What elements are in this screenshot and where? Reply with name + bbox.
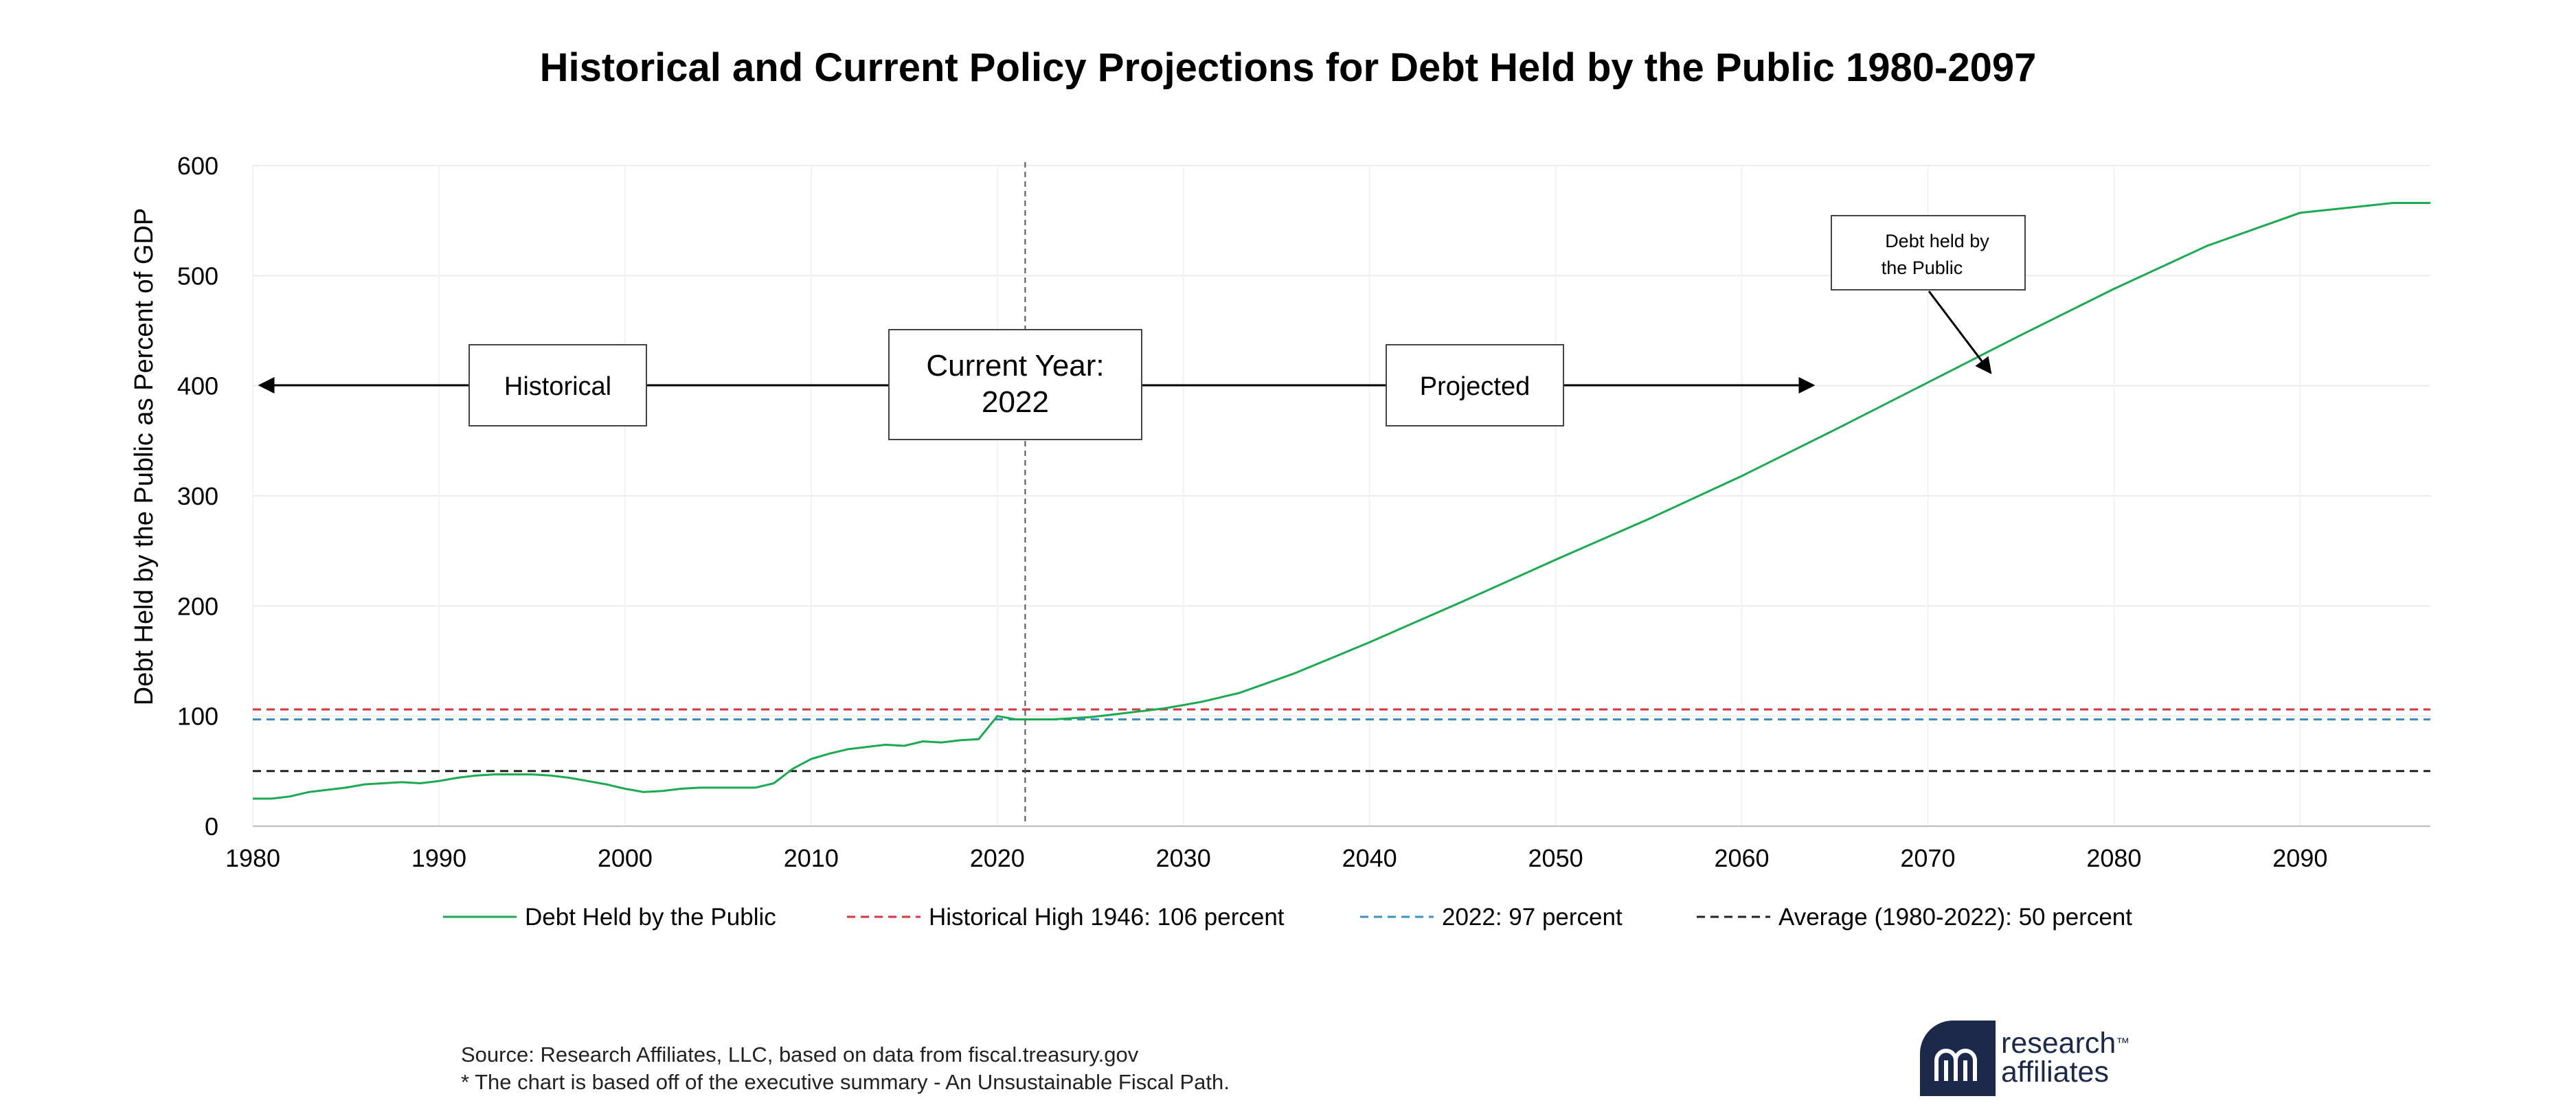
chart-title: Historical and Current Policy Projection… bbox=[540, 45, 2037, 90]
legend: Debt Held by the Public Historical High … bbox=[443, 904, 2132, 931]
logo-mark-icon bbox=[1920, 1021, 1996, 1096]
x-tick-label: 1980 bbox=[225, 844, 280, 872]
historical-label: Historical bbox=[504, 372, 611, 401]
y-axis-label: Debt Held by the Public as Percent of GD… bbox=[130, 208, 159, 705]
x-tick-label: 2070 bbox=[1900, 844, 1955, 872]
x-tick-label: 1990 bbox=[411, 844, 466, 872]
legend-label-average: Average (1980-2022): 50 percent bbox=[1778, 904, 2132, 931]
x-tick-label: 2040 bbox=[1342, 844, 1397, 872]
current-year-box bbox=[888, 329, 1142, 440]
series-line-0 bbox=[253, 202, 2430, 800]
callout-arrow bbox=[1928, 291, 1992, 374]
y-tick-label: 600 bbox=[177, 152, 218, 180]
x-tick-label: 2080 bbox=[2086, 844, 2141, 872]
x-tick-label: 2030 bbox=[1156, 844, 1211, 872]
y-tick-label: 400 bbox=[177, 372, 218, 400]
y-tick-label: 0 bbox=[205, 812, 218, 841]
grid bbox=[252, 165, 2430, 826]
x-tick-label: 2090 bbox=[2272, 844, 2327, 872]
legend-label-historical-high: Historical High 1946: 106 percent bbox=[929, 904, 1285, 931]
x-tick-label: 2020 bbox=[970, 844, 1025, 872]
logo-line1: research bbox=[2001, 1027, 2116, 1060]
y-tick-label: 200 bbox=[177, 592, 218, 620]
chart-footnote: * The chart is based off of the executiv… bbox=[461, 1070, 1230, 1094]
logo-wordmark: research™ affiliates bbox=[2001, 1027, 2130, 1089]
callout-box bbox=[1831, 215, 2026, 291]
projected-label: Projected bbox=[1420, 372, 1530, 401]
callout-label-line2: the Public bbox=[1882, 258, 1963, 278]
source-note: Source: Research Affiliates, LLC, based … bbox=[461, 1043, 1139, 1067]
footer: Source: Research Affiliates, LLC, based … bbox=[461, 1041, 1230, 1096]
x-tick-label: 2060 bbox=[1714, 844, 1769, 872]
y-tick-label: 300 bbox=[177, 482, 218, 510]
legend-label-2022: 2022: 97 percent bbox=[1442, 904, 1623, 931]
current-year-label-line1: Current Year: bbox=[926, 349, 1104, 383]
historical-box bbox=[468, 344, 647, 426]
x-tick-label: 2050 bbox=[1528, 844, 1583, 872]
logo-line2: affiliates bbox=[2001, 1056, 2109, 1089]
logo-trademark: ™ bbox=[2116, 1036, 2130, 1051]
y-tick-label: 500 bbox=[177, 262, 218, 290]
callout-label-line1: Debt held by bbox=[1885, 231, 1989, 251]
x-tick-label: 2000 bbox=[598, 844, 653, 872]
projected-box bbox=[1386, 344, 1564, 426]
y-axis-ticks: 0 100 200 300 400 500 600 bbox=[177, 152, 218, 841]
research-affiliates-logo: research™ affiliates bbox=[1920, 1021, 2154, 1103]
legend-label-debt: Debt Held by the Public bbox=[525, 904, 776, 931]
x-tick-label: 2010 bbox=[784, 844, 839, 872]
current-year-label-line2: 2022 bbox=[982, 385, 1049, 419]
x-axis-ticks: 1980 1990 2000 2010 2020 2030 2040 2050 2060 2070… bbox=[225, 844, 2327, 872]
y-tick-label: 100 bbox=[177, 703, 218, 731]
series-layer bbox=[253, 202, 2430, 800]
